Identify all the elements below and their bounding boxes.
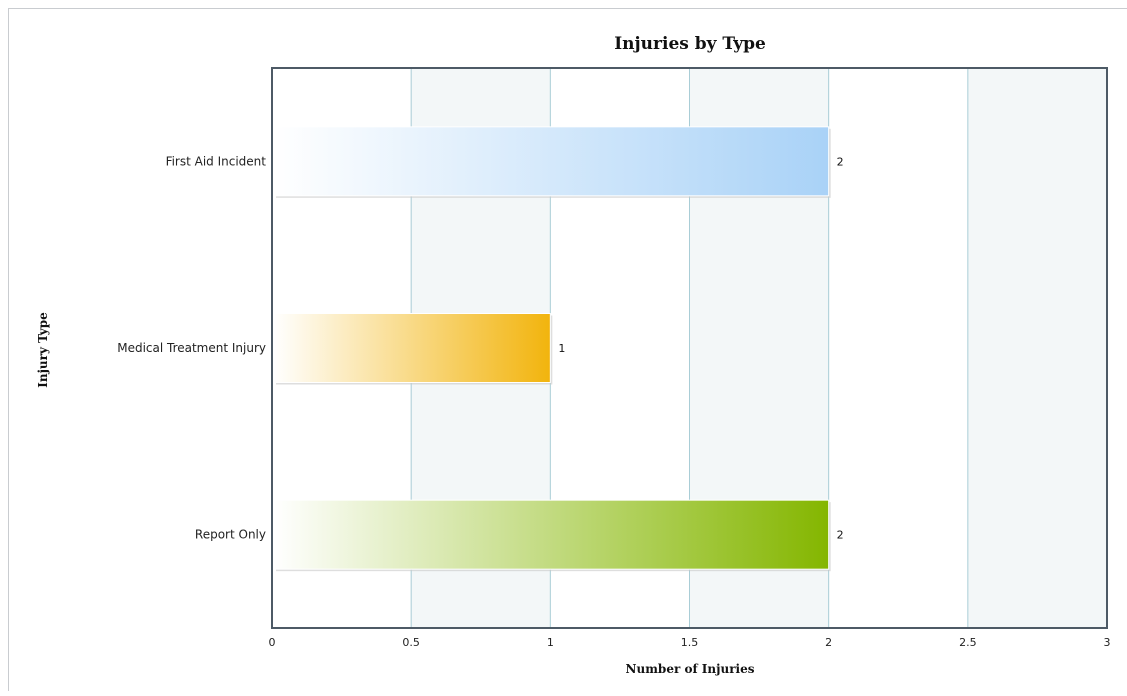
x-tick-label: 2 [825, 636, 832, 649]
x-tick-label: 0.5 [402, 636, 420, 649]
category-label: First Aid Incident [166, 154, 267, 168]
bars [273, 126, 831, 572]
x-tick-label: 0 [269, 636, 276, 649]
x-axis-title: Number of Injuries [626, 662, 755, 676]
x-tick-label: 3 [1104, 636, 1111, 649]
chart-title: Injuries by Type [614, 34, 766, 54]
data-labels: 2 1 2 [558, 155, 843, 541]
x-tick-label: 1 [547, 636, 554, 649]
category-label: Medical Treatment Injury [117, 341, 266, 355]
bar-chart: 0 0.5 1 1.5 2 2.5 3 First Aid Incident Medical … [36, 34, 1111, 676]
x-axis-ticks: 0 0.5 1 1.5 2 2.5 3 [269, 636, 1111, 649]
x-tick-label: 1.5 [681, 636, 699, 649]
bar [273, 126, 830, 197]
y-axis-categories: First Aid Incident Medical Treatment Inju… [117, 154, 266, 541]
y-axis-title: Injury Type [36, 312, 50, 388]
x-tick-label: 2.5 [959, 636, 977, 649]
bar [273, 313, 551, 383]
data-label: 2 [837, 155, 844, 168]
data-label: 1 [558, 342, 565, 355]
category-label: Report Only [195, 528, 266, 542]
grid-band [967, 68, 1107, 628]
chart-container: 0 0.5 1 1.5 2 2.5 3 First Aid Incident Medical … [8, 8, 1127, 691]
data-label: 2 [837, 529, 844, 542]
plot-border [271, 67, 1108, 629]
bar [273, 499, 830, 570]
